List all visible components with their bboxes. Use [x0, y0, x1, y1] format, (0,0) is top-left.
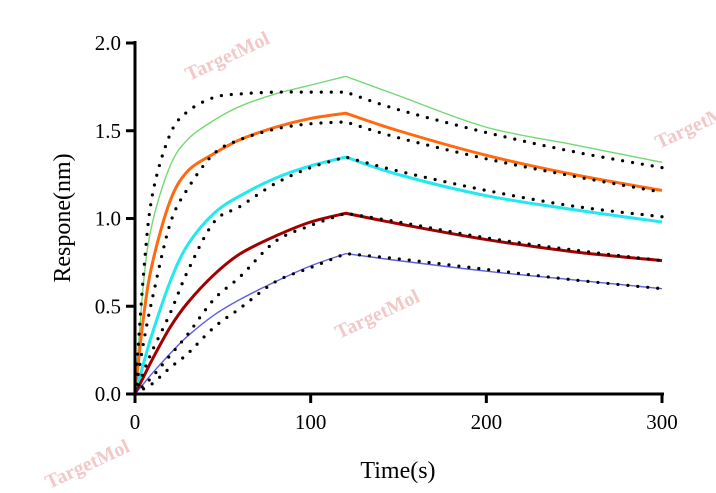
x-tick-label: 100 — [295, 410, 327, 434]
y-tick-label: 1.5 — [95, 119, 121, 143]
watermark-logo: TargetMol — [332, 285, 424, 343]
series-measured-2 — [133, 111, 663, 395]
series-measured-3 — [133, 155, 663, 395]
series-fit-5 — [133, 251, 664, 396]
axes: 0.0 0.5 1.0 1.5 2.0 0 100 200 300 — [95, 31, 678, 434]
y-tick-label: 0.0 — [95, 382, 121, 406]
x-tick-label: 0 — [130, 410, 141, 434]
series-fit-1 — [133, 90, 664, 396]
watermark-logo: TargetMol — [182, 27, 274, 85]
y-tick-label: 0.5 — [95, 294, 121, 318]
x-axis-label: Time(s) — [360, 458, 435, 484]
x-tick-label: 300 — [646, 410, 678, 434]
y-tick-label: 2.0 — [95, 31, 121, 55]
x-tick-label: 200 — [471, 410, 503, 434]
watermark-logo: TargetMol — [42, 435, 134, 488]
series-measured-1 — [134, 75, 663, 395]
series-layer — [133, 75, 664, 396]
series-measured-4 — [133, 211, 663, 395]
series-fit-4 — [133, 211, 664, 396]
y-tick-label: 1.0 — [95, 207, 121, 231]
watermark-logo: TargetMol — [652, 95, 716, 153]
series-measured-5 — [134, 252, 663, 395]
y-axis-label: Respone(nm) — [50, 153, 76, 282]
